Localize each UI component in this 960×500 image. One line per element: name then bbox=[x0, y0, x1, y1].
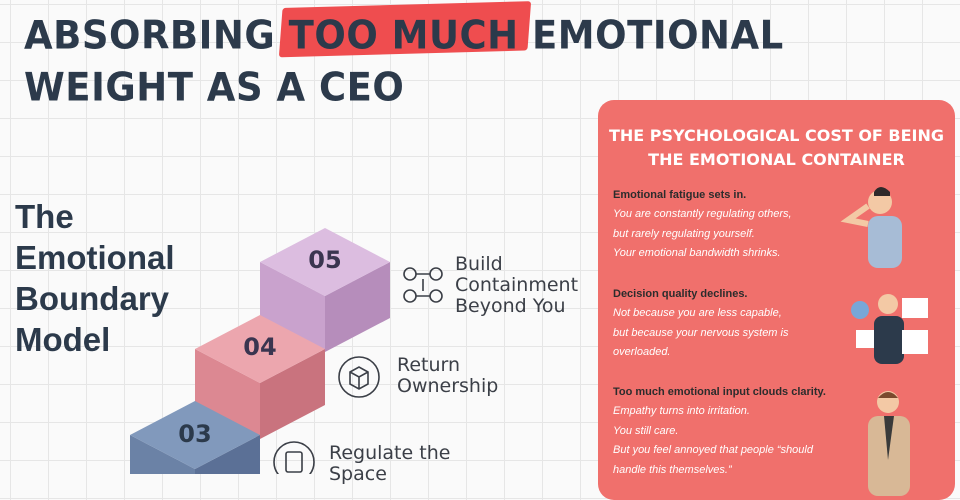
section: Emotional fatigue sets in. You are consta… bbox=[613, 186, 863, 264]
cube-03 bbox=[130, 401, 260, 474]
section-heading: Decision quality declines. bbox=[613, 288, 748, 300]
step-number: 03 bbox=[178, 420, 212, 448]
cube-04 bbox=[195, 315, 325, 439]
step-label: Build Containment Beyond You bbox=[455, 253, 579, 317]
section-line: but rarely regulating yourself. bbox=[613, 227, 755, 240]
cube-05 bbox=[260, 228, 390, 352]
icons bbox=[273, 267, 443, 474]
section-line: Empathy turns into irritation. bbox=[613, 405, 750, 417]
section: Too much emotional input clouds clarity.… bbox=[613, 383, 863, 481]
illustrations bbox=[840, 187, 928, 496]
section-heading: Too much emotional input clouds clarity. bbox=[613, 386, 826, 398]
panel-title: THE PSYCHOLOGICAL COST OF BEING THE EMOT… bbox=[608, 126, 945, 169]
section-line: But you feel annoyed that people “should bbox=[613, 444, 813, 457]
person-2 bbox=[851, 294, 928, 364]
step-label: Regulate the Space bbox=[329, 442, 451, 485]
cost-panel: THE PSYCHOLOGICAL COST OF BEING THE EMOT… bbox=[598, 100, 955, 500]
title-line-1: ABSORBING TOO MUCH EMOTIONAL bbox=[24, 13, 784, 58]
section-line: You are constantly regulating others, bbox=[613, 208, 792, 220]
page: ABSORBING TOO MUCH EMOTIONAL WEIGHT AS A… bbox=[0, 0, 960, 474]
person-3 bbox=[868, 391, 910, 496]
model-title: The Emotional Boundary Model bbox=[15, 198, 175, 358]
steps-graphic bbox=[130, 228, 443, 474]
section-heading: Emotional fatigue sets in. bbox=[613, 189, 747, 201]
title-text: ABSORBING bbox=[24, 12, 276, 59]
title-line-2: WEIGHT AS A CEO bbox=[24, 64, 405, 111]
section-line: but because your nervous system is bbox=[613, 326, 789, 339]
person-1 bbox=[840, 187, 902, 268]
section-line: Your emotional bandwidth shrinks. bbox=[613, 247, 781, 260]
section-line: handle this themselves.” bbox=[613, 464, 732, 477]
step-number: 04 bbox=[243, 333, 277, 361]
title-text: EMOTIONAL bbox=[532, 12, 784, 59]
step-number: 05 bbox=[308, 246, 342, 274]
title-highlight: TOO MUCH bbox=[288, 12, 519, 59]
section-line: overloaded. bbox=[613, 346, 671, 359]
step-label: Return Ownership bbox=[397, 354, 499, 397]
section: Decision quality declines. Not because yo… bbox=[613, 285, 863, 363]
section-line: You still care. bbox=[613, 424, 679, 437]
section-line: Not because you are less capable, bbox=[613, 307, 782, 319]
